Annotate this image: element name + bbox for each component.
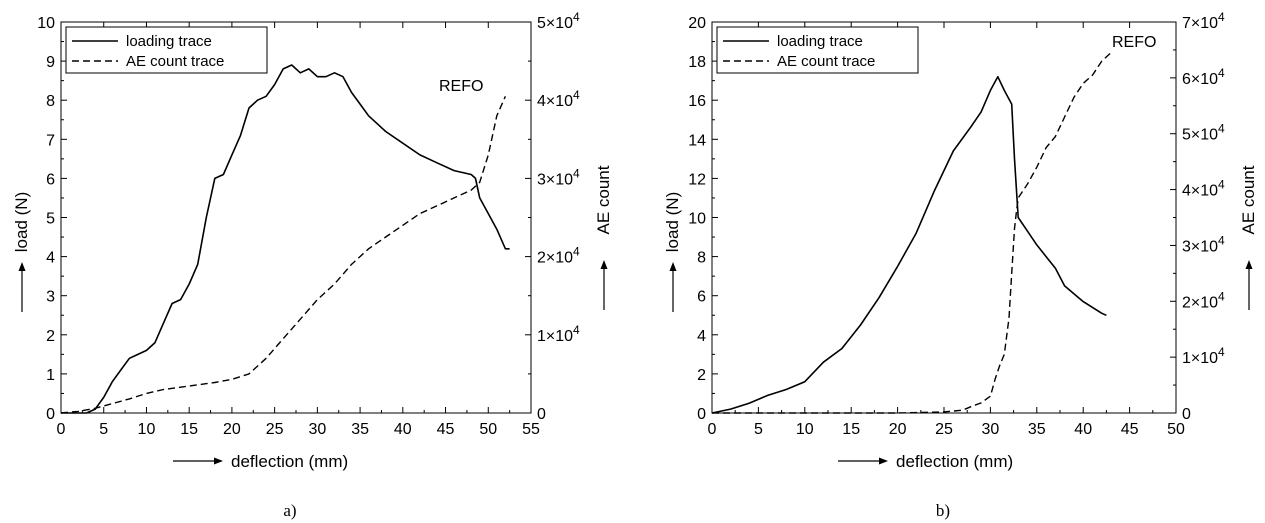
x-tick-label: 0 — [57, 421, 66, 438]
x-tick-label: 15 — [842, 421, 860, 438]
y-tick-label: 8 — [697, 250, 706, 267]
x-tick-label: 0 — [708, 421, 717, 438]
y2-axis-label: AE count — [594, 165, 613, 234]
y-axis-label: load (N) — [663, 192, 682, 252]
y-tick-label: 9 — [46, 54, 55, 71]
x-tick-label: 30 — [308, 421, 326, 438]
y2-tick-label: 7×104 — [1182, 10, 1225, 32]
y-tick-label: 4 — [697, 328, 706, 345]
x-tick-label: 40 — [1074, 421, 1092, 438]
x-tick-label: 15 — [180, 421, 198, 438]
annotation-label: REFO — [1112, 34, 1156, 51]
y-tick-label: 10 — [688, 211, 706, 228]
panel-caption: b) — [936, 501, 950, 520]
y2-tick-label: 4×104 — [1182, 178, 1225, 200]
x-tick-label: 55 — [522, 421, 540, 438]
x-tick-label: 5 — [754, 421, 763, 438]
y-tick-label: 2 — [46, 328, 55, 345]
y2-tick-label: 5×104 — [537, 10, 580, 32]
x-tick-label: 50 — [1167, 421, 1185, 438]
y2-axis-arrow-head — [600, 260, 608, 269]
loading-trace-line — [61, 64, 510, 414]
panel-caption: a) — [283, 501, 296, 520]
x-axis-label: deflection (mm) — [231, 452, 348, 471]
x-tick-label: 45 — [1121, 421, 1139, 438]
x-tick-label: 20 — [889, 421, 907, 438]
y2-tick-label: 5×104 — [1182, 122, 1225, 144]
y-tick-label: 5 — [46, 211, 55, 228]
y2-tick-label: 3×104 — [1182, 233, 1225, 255]
y-tick-label: 2 — [697, 367, 706, 384]
ae-count-trace-line — [712, 52, 1112, 414]
x-axis-arrow-head — [879, 457, 888, 465]
y-tick-label: 8 — [46, 93, 55, 110]
y-tick-label: 12 — [688, 171, 706, 188]
x-tick-label: 30 — [982, 421, 1000, 438]
x-tick-label: 20 — [223, 421, 241, 438]
loading-trace-line — [711, 75, 1107, 414]
y2-tick-label: 2×104 — [537, 245, 580, 267]
y-tick-label: 0 — [697, 406, 706, 423]
x-tick-label: 10 — [138, 421, 156, 438]
y-tick-label: 16 — [688, 93, 706, 110]
y2-tick-label: 0 — [1182, 406, 1191, 423]
y-axis-arrow-head — [18, 262, 26, 271]
legend-label: AE count trace — [777, 53, 875, 70]
x-tick-label: 10 — [796, 421, 814, 438]
legend-box — [65, 26, 268, 74]
y2-tick-label: 0 — [537, 406, 546, 423]
x-tick-label: 40 — [394, 421, 412, 438]
y2-axis-arrow-head — [1245, 260, 1253, 269]
x-tick-label: 35 — [1028, 421, 1046, 438]
y-tick-label: 6 — [46, 171, 55, 188]
y2-tick-label: 6×104 — [1182, 66, 1225, 88]
y-tick-label: 6 — [697, 289, 706, 306]
x-tick-label: 25 — [266, 421, 284, 438]
y2-tick-label: 1×104 — [537, 323, 580, 345]
legend-label: AE count trace — [126, 53, 224, 70]
x-tick-label: 5 — [99, 421, 108, 438]
y-tick-label: 1 — [46, 367, 55, 384]
y-tick-label: 4 — [46, 250, 55, 267]
x-axis-arrow-head — [214, 457, 223, 465]
x-tick-label: 45 — [437, 421, 455, 438]
y-tick-label: 20 — [688, 15, 706, 32]
annotation-label: REFO — [439, 78, 483, 95]
plot-frame — [711, 21, 1177, 414]
x-axis-label: deflection (mm) — [896, 452, 1013, 471]
y2-tick-label: 3×104 — [537, 166, 580, 188]
legend-label: loading trace — [126, 33, 212, 50]
y2-tick-label: 4×104 — [537, 88, 580, 110]
x-tick-label: 50 — [479, 421, 497, 438]
y-tick-label: 0 — [46, 406, 55, 423]
y2-axis-label: AE count — [1239, 165, 1258, 234]
y-axis-label: load (N) — [12, 192, 31, 252]
ae-count-trace-line — [60, 96, 507, 414]
y-axis-arrow-head — [669, 262, 677, 271]
y-tick-label: 3 — [46, 289, 55, 306]
y2-tick-label: 2×104 — [1182, 289, 1225, 311]
y-tick-label: 10 — [37, 15, 55, 32]
x-tick-label: 35 — [351, 421, 369, 438]
legend-box — [716, 26, 919, 74]
y-tick-label: 7 — [46, 132, 55, 149]
y2-tick-label: 1×104 — [1182, 345, 1225, 367]
legend-label: loading trace — [777, 33, 863, 50]
x-tick-label: 25 — [935, 421, 953, 438]
y-tick-label: 14 — [688, 132, 706, 149]
y-tick-label: 18 — [688, 54, 706, 71]
